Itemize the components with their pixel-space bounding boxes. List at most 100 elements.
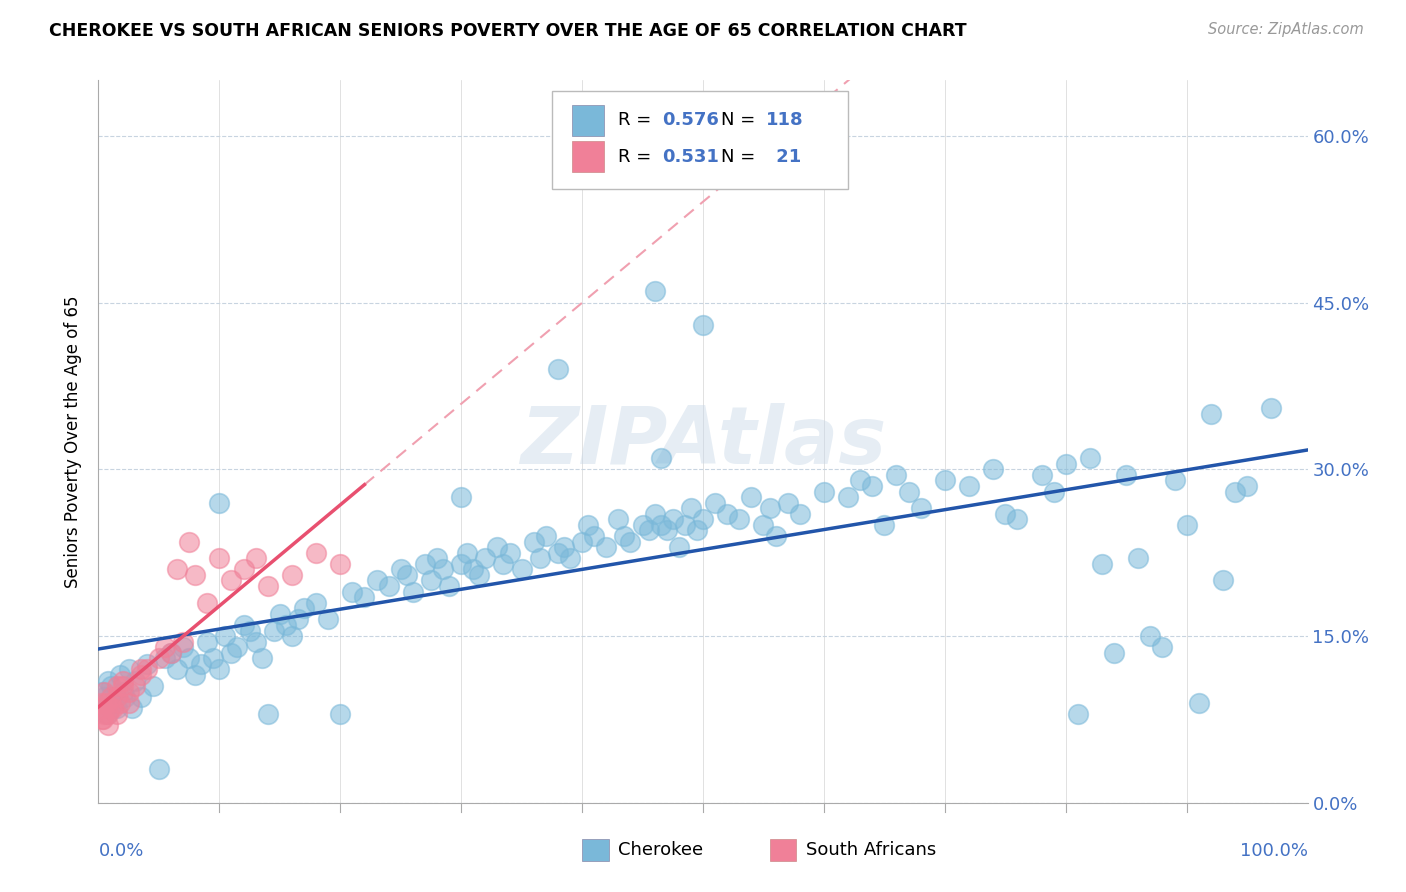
Point — [873, 517, 896, 532]
Point — [1042, 484, 1064, 499]
Point — [673, 517, 696, 532]
Point — [239, 624, 262, 638]
Point — [776, 496, 799, 510]
Text: 21: 21 — [769, 147, 801, 166]
Point — [1115, 467, 1137, 482]
Point — [437, 579, 460, 593]
Point — [90, 696, 112, 710]
Point — [637, 524, 659, 538]
Point — [571, 534, 593, 549]
Point — [650, 517, 672, 532]
Point — [426, 551, 449, 566]
Point — [994, 507, 1017, 521]
Point — [1078, 451, 1101, 466]
Point — [607, 512, 630, 526]
Point — [1067, 706, 1090, 721]
Point — [172, 640, 194, 655]
Point — [420, 574, 443, 588]
Point — [195, 634, 218, 648]
Point — [886, 467, 908, 482]
Text: N =: N = — [721, 112, 761, 129]
Point — [105, 679, 128, 693]
Point — [121, 701, 143, 715]
Text: 0.0%: 0.0% — [98, 842, 143, 860]
Text: N =: N = — [721, 147, 761, 166]
Point — [97, 673, 120, 688]
Point — [105, 701, 128, 715]
Point — [111, 684, 134, 698]
Point — [716, 507, 738, 521]
Point — [1152, 640, 1174, 655]
Point — [184, 668, 207, 682]
Point — [93, 684, 115, 698]
Point — [1236, 479, 1258, 493]
Point — [498, 546, 520, 560]
Point — [897, 484, 920, 499]
Point — [910, 501, 932, 516]
Point — [148, 763, 170, 777]
Point — [752, 517, 775, 532]
Point — [595, 540, 617, 554]
Point — [547, 362, 569, 376]
Point — [547, 546, 569, 560]
Point — [166, 662, 188, 676]
Point — [91, 701, 114, 715]
Point — [93, 706, 115, 721]
Point — [172, 634, 194, 648]
Point — [232, 618, 254, 632]
Point — [100, 690, 122, 705]
Text: 118: 118 — [766, 112, 803, 129]
Point — [510, 562, 533, 576]
Point — [179, 534, 201, 549]
Point — [474, 551, 496, 566]
Point — [221, 574, 243, 588]
Point — [1091, 557, 1114, 571]
Point — [232, 562, 254, 576]
Point — [160, 646, 183, 660]
Point — [129, 662, 152, 676]
FancyBboxPatch shape — [572, 105, 603, 136]
Point — [644, 507, 666, 521]
Point — [100, 679, 122, 693]
Point — [281, 629, 304, 643]
Point — [450, 557, 472, 571]
Point — [1128, 551, 1150, 566]
Point — [692, 512, 714, 526]
Point — [118, 684, 141, 698]
Point — [91, 713, 114, 727]
Point — [668, 540, 690, 554]
Point — [208, 662, 231, 676]
Text: Cherokee: Cherokee — [619, 841, 703, 859]
Point — [353, 590, 375, 604]
Point — [758, 501, 780, 516]
Point — [934, 474, 956, 488]
FancyBboxPatch shape — [551, 91, 848, 189]
Text: South Africans: South Africans — [806, 841, 936, 859]
Point — [101, 701, 124, 715]
Point — [269, 607, 291, 621]
Point — [1102, 646, 1125, 660]
Point — [190, 657, 212, 671]
Point — [692, 318, 714, 332]
Point — [613, 529, 636, 543]
Point — [214, 629, 236, 643]
Text: 100.0%: 100.0% — [1240, 842, 1308, 860]
Point — [492, 557, 515, 571]
Point — [463, 562, 485, 576]
Point — [468, 568, 491, 582]
Point — [1175, 517, 1198, 532]
Point — [704, 496, 727, 510]
Point — [97, 706, 120, 721]
Point — [329, 706, 352, 721]
Point — [100, 701, 122, 715]
Point — [432, 562, 454, 576]
Point — [366, 574, 388, 588]
Point — [245, 634, 267, 648]
Point — [631, 517, 654, 532]
Point — [97, 718, 120, 732]
Point — [619, 534, 641, 549]
Point — [486, 540, 509, 554]
FancyBboxPatch shape — [582, 838, 609, 861]
Point — [679, 501, 702, 516]
Point — [576, 517, 599, 532]
